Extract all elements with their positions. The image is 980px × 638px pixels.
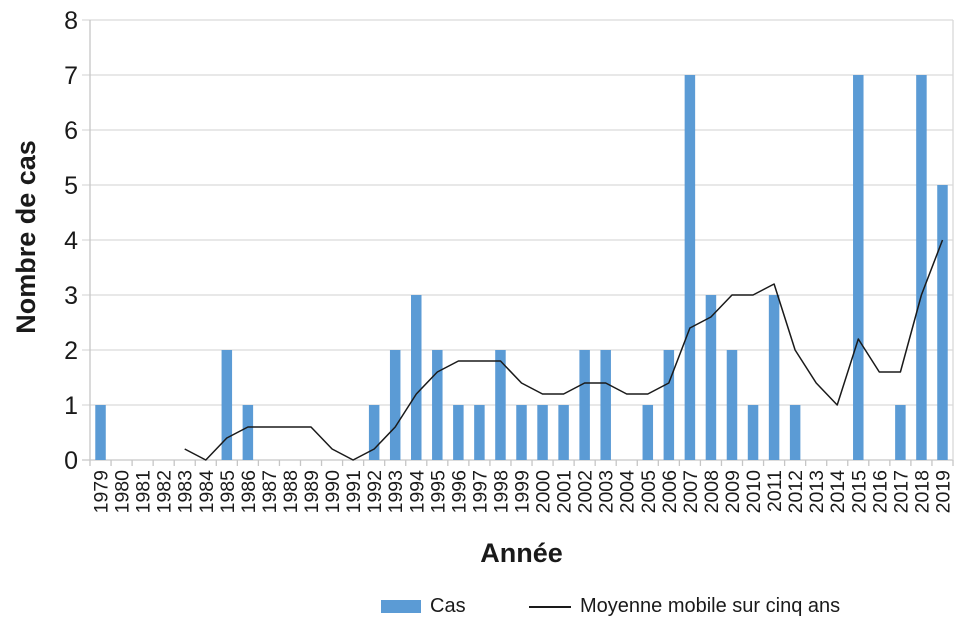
bar-2012: [789, 405, 801, 460]
x-tick-label-1983: 1983: [175, 470, 197, 513]
bar-1993: [389, 350, 401, 460]
x-ticks-group: [89, 460, 954, 466]
x-tick-label-2009: 2009: [722, 470, 744, 513]
x-tick-label-1981: 1981: [133, 470, 155, 513]
legend: Cas Moyenne mobile sur cinq ans: [0, 595, 980, 625]
x-tick-label-2017: 2017: [890, 470, 912, 513]
x-tick-label-1997: 1997: [469, 470, 491, 513]
x-tick-label-2002: 2002: [575, 470, 597, 513]
legend-bar-swatch: [381, 600, 421, 613]
x-tick-label-2018: 2018: [911, 470, 933, 513]
bar-2017: [895, 405, 906, 460]
x-tick-label-2000: 2000: [533, 470, 555, 514]
y-tick-labels: 0 1 2 3 4 5 6 7 8: [64, 7, 78, 475]
bar-1997: [474, 405, 485, 460]
x-tick-label-2016: 2016: [869, 470, 891, 513]
bar-2019: [937, 185, 948, 460]
x-tick-label-1979: 1979: [91, 470, 113, 513]
bar-1999: [516, 405, 527, 460]
x-tick-label-2014: 2014: [827, 470, 849, 514]
x-tick-label-1996: 1996: [448, 470, 470, 513]
x-tick-label-2015: 2015: [848, 470, 870, 514]
x-axis-title: Année: [480, 538, 563, 568]
bar-1986: [242, 405, 254, 460]
bar-2001: [558, 405, 569, 460]
x-tick-label-1980: 1980: [112, 470, 134, 514]
x-tick-label-1993: 1993: [385, 470, 407, 513]
x-tick-label-1984: 1984: [196, 470, 218, 514]
x-tick-label-2010: 2010: [743, 470, 765, 514]
bar-1995: [432, 350, 443, 460]
x-tick-label-1988: 1988: [280, 470, 302, 513]
x-tick-label-2001: 2001: [554, 470, 576, 513]
bar-1998: [495, 350, 506, 460]
bar-2008: [705, 295, 717, 460]
x-tick-label-1999: 1999: [512, 470, 534, 513]
bar-1994: [411, 295, 422, 460]
x-tick-label-2011: 2011: [764, 470, 786, 512]
y-tick-label-1: 1: [64, 392, 78, 420]
bar-2007: [684, 75, 696, 460]
bar-2000: [537, 405, 548, 460]
bar-2003: [600, 350, 611, 460]
x-tick-label-2019: 2019: [932, 470, 954, 513]
y-tick-label-4: 4: [64, 227, 78, 255]
bar-2006: [663, 350, 675, 460]
y-tick-label-0: 0: [64, 447, 78, 475]
x-tick-label-2012: 2012: [785, 470, 807, 513]
x-tick-label-2007: 2007: [680, 470, 702, 513]
legend-cas-label: Cas: [430, 595, 466, 617]
x-tick-label-1991: 1991: [343, 470, 365, 513]
y-tick-label-2: 2: [64, 337, 78, 365]
gridlines-group: [82, 19, 953, 461]
x-tick-label-1990: 1990: [322, 470, 344, 514]
x-tick-label-1982: 1982: [154, 470, 176, 513]
bar-2015: [853, 75, 864, 460]
y-axis-title: Nombre de cas: [11, 140, 41, 334]
x-tick-label-1989: 1989: [301, 470, 323, 513]
x-tick-label-1987: 1987: [259, 470, 281, 513]
x-tick-labels: 1979 1980 1981 1982 1983 1984 1985 1986 1987 1988…: [91, 470, 955, 514]
moving-average-line: [184, 239, 944, 461]
bar-2010: [747, 405, 759, 460]
bar-2009: [726, 350, 738, 460]
bar-1996: [453, 405, 464, 460]
bar-1985: [221, 350, 233, 460]
legend-item-cas: Cas: [381, 595, 466, 618]
x-tick-label-1985: 1985: [217, 470, 239, 514]
y-tick-label-3: 3: [64, 282, 78, 310]
x-tick-label-2008: 2008: [701, 470, 723, 513]
legend-moyenne-mobile-label: Moyenne mobile sur cinq ans: [580, 595, 841, 617]
x-tick-label-1995: 1995: [427, 470, 449, 514]
x-tick-label-2003: 2003: [596, 470, 618, 513]
y-tick-label-8: 8: [64, 7, 78, 35]
legend-item-moyenne-mobile: Moyenne mobile sur cinq ans: [529, 595, 840, 618]
x-tick-label-2004: 2004: [617, 470, 639, 514]
legend-line-swatch: [529, 605, 571, 608]
y-tick-label-5: 5: [64, 172, 78, 200]
bar-2002: [579, 350, 590, 460]
bar-2011: [768, 295, 780, 460]
y-tick-label-6: 6: [64, 117, 78, 145]
bar-1992: [368, 405, 380, 460]
bar-1979: [95, 405, 106, 460]
x-tick-label-1994: 1994: [406, 470, 428, 514]
bar-2018: [916, 75, 927, 460]
x-tick-label-2005: 2005: [638, 470, 660, 514]
x-tick-label-1986: 1986: [238, 470, 260, 513]
x-tick-label-1998: 1998: [490, 470, 512, 513]
x-tick-label-1992: 1992: [364, 470, 386, 513]
x-tick-label-2006: 2006: [659, 470, 681, 513]
x-tick-label-2013: 2013: [806, 470, 828, 513]
bar-2005: [642, 405, 654, 460]
y-tick-label-7: 7: [64, 62, 78, 90]
bars-group: [95, 75, 948, 460]
